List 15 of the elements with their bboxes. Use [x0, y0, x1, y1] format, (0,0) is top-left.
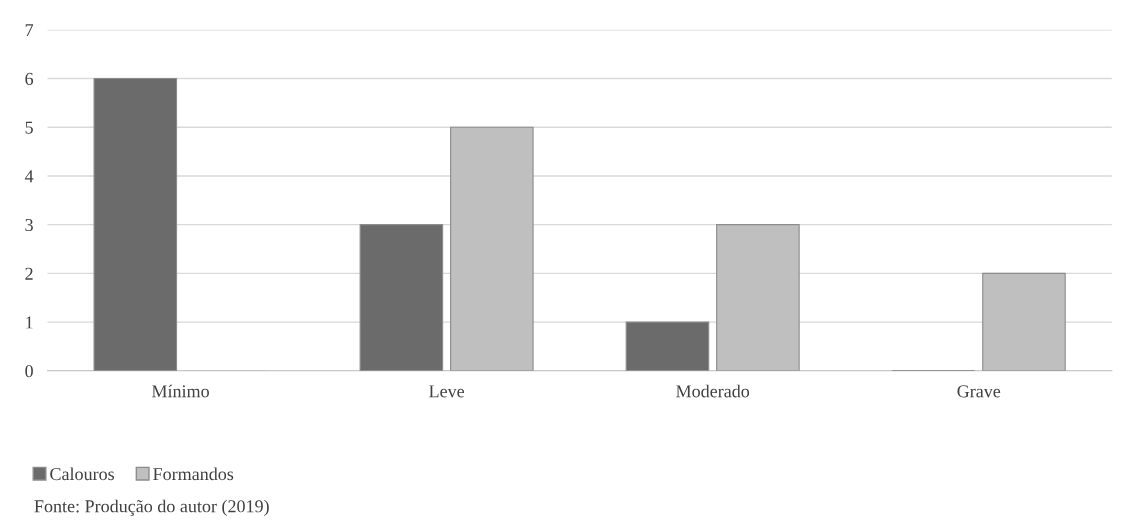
y-tick-label: 1: [26, 316, 33, 329]
x-tick-label: Leve: [429, 385, 465, 398]
y-tick-label: 0: [25, 365, 33, 378]
y-tick-label: 2: [25, 267, 33, 280]
y-tick-label: 6: [25, 72, 34, 85]
legend-label: Formandos: [153, 467, 234, 481]
x-tick-label: Mínimo: [151, 384, 209, 398]
x-tick-label: Moderado: [676, 384, 750, 398]
y-tick-label: 3: [25, 218, 33, 232]
x-tick-label: Grave: [957, 385, 1001, 398]
legend-label: Calouros: [50, 467, 115, 481]
y-tick-label: 4: [24, 170, 34, 183]
source-note: Fonte: Produção do autor (2019): [34, 499, 269, 517]
y-tick-label: 7: [25, 24, 34, 37]
y-tick-label: 5: [25, 121, 33, 134]
